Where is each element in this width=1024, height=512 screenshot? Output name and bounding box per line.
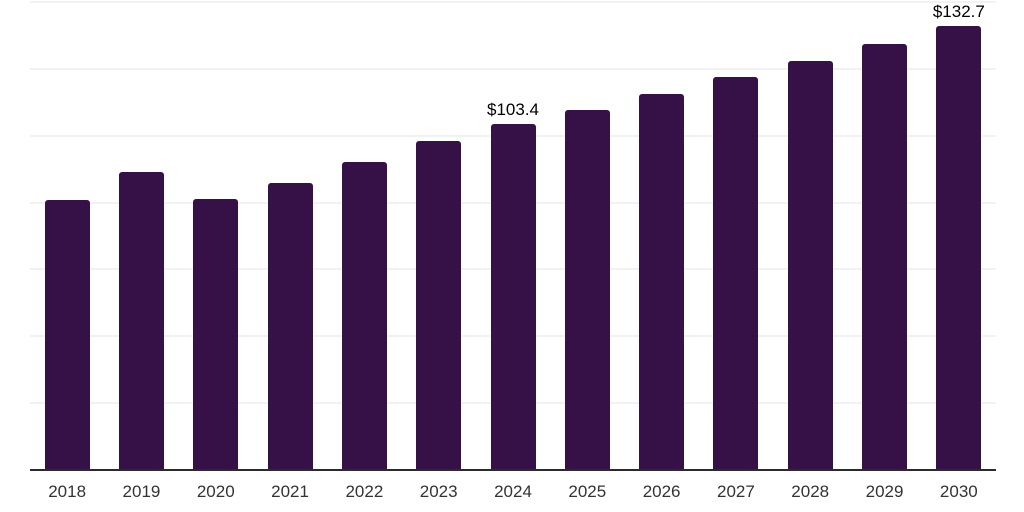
gridline xyxy=(30,67,996,70)
bar-value-label: $132.7 xyxy=(932,2,985,22)
bar-2026 xyxy=(639,94,685,470)
x-axis-label-2021: 2021 xyxy=(271,482,309,501)
bar-2024 xyxy=(490,124,536,470)
bar-2025 xyxy=(564,109,610,470)
bar-2023 xyxy=(416,141,462,470)
bar-2019 xyxy=(118,172,164,470)
x-axis-label-2027: 2027 xyxy=(717,482,755,501)
x-axis-label-2029: 2029 xyxy=(865,482,904,501)
x-axis-label-2026: 2026 xyxy=(642,482,681,501)
bar-2030 xyxy=(936,26,982,470)
bar-2018 xyxy=(44,200,90,470)
bar-value-label: $103.4 xyxy=(487,100,539,120)
x-axis-line xyxy=(30,469,996,471)
bar-2028 xyxy=(787,61,833,470)
x-axis-label-2018: 2018 xyxy=(48,482,87,501)
bar-2020 xyxy=(193,198,239,470)
plot-area: $103.4 $132.7 xyxy=(30,1,996,471)
bar-2027 xyxy=(713,77,759,470)
x-axis-label-2020: 2020 xyxy=(196,482,235,501)
x-axis-label-2024: 2024 xyxy=(494,482,532,501)
x-axis-label-2019: 2019 xyxy=(122,482,161,501)
x-axis-label-2022: 2022 xyxy=(345,482,384,501)
x-axis-labels: 2018 2019 2020 2021 2022 2023 2024 2025 2026 2027… xyxy=(30,483,996,505)
bar-2021 xyxy=(267,182,313,470)
x-axis-label-2025: 2025 xyxy=(568,482,607,501)
gridline xyxy=(30,1,996,3)
bar-2022 xyxy=(341,162,387,470)
x-axis-label-2028: 2028 xyxy=(791,482,830,501)
bar-2029 xyxy=(862,43,908,470)
x-axis-label-2030: 2030 xyxy=(939,482,978,501)
x-axis-label-2023: 2023 xyxy=(419,482,458,501)
